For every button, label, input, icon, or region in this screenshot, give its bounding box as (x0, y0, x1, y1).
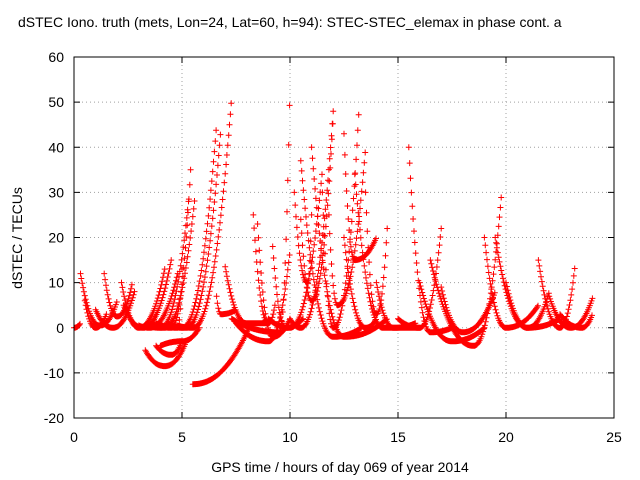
pass-markers (341, 130, 379, 264)
pass-markers (557, 311, 595, 331)
x-tick-label: 15 (390, 429, 406, 445)
y-tick-label: 60 (48, 49, 64, 65)
satellite-pass (416, 279, 488, 345)
pass-markers (427, 194, 505, 349)
satellite-pass (481, 234, 541, 331)
pass-markers (438, 284, 498, 336)
pass-markers (174, 100, 235, 331)
pass-markers (157, 324, 203, 349)
satellite-pass (341, 234, 379, 331)
satellite-pass (395, 225, 445, 331)
satellite-pass (341, 130, 379, 264)
satellite-pass (265, 171, 325, 331)
satellite-pass (427, 194, 505, 349)
pass-markers (92, 288, 138, 331)
y-tick-label: 0 (56, 320, 64, 336)
satellite-pass (157, 324, 203, 349)
satellite-pass (189, 321, 254, 388)
pass-markers (265, 171, 325, 331)
pass-markers (71, 320, 83, 331)
satellite-pass (153, 338, 185, 358)
pass-markers (228, 102, 293, 336)
axis-ticks: 0 5 10 15 20 25 -20 -10 0 10 20 30 40 50 60 (44, 49, 622, 445)
x-tick-label: 5 (178, 429, 186, 445)
satellite-pass (213, 293, 239, 318)
y-tick-label: 10 (48, 275, 64, 291)
pass-markers (351, 171, 423, 331)
pass-markers (481, 234, 541, 331)
satellite-pass (351, 171, 423, 331)
y-tick-label: 30 (48, 184, 64, 200)
grid (74, 57, 614, 418)
satellite-pass (557, 311, 595, 331)
data-marks (71, 100, 596, 388)
pass-markers (153, 338, 185, 358)
pass-markers (291, 189, 315, 286)
x-tick-label: 20 (498, 429, 514, 445)
y-tick-label: -10 (44, 365, 64, 381)
chart-title: dSTEC Iono. truth (mets, Lon=24, Lat=60,… (18, 14, 562, 30)
x-axis-label: GPS time / hours of day 069 of year 2014 (211, 459, 469, 475)
pass-markers (213, 293, 239, 318)
pass-markers (142, 339, 189, 370)
pass-markers (287, 108, 337, 331)
y-tick-label: 40 (48, 139, 64, 155)
pass-markers (416, 279, 488, 345)
satellite-pass (291, 189, 315, 286)
y-axis-label: dSTEC / TECUs (9, 187, 25, 289)
satellite-pass (228, 102, 293, 336)
x-tick-label: 25 (606, 429, 622, 445)
satellite-pass (438, 284, 498, 336)
x-tick-label: 0 (70, 429, 78, 445)
satellite-pass (92, 288, 138, 331)
plot-frame (73, 56, 615, 419)
pass-markers (395, 225, 445, 331)
pass-markers (319, 111, 362, 331)
y-tick-label: 50 (48, 94, 64, 110)
pass-markers (341, 234, 379, 331)
satellite-pass (71, 320, 83, 331)
satellite-pass (319, 111, 362, 331)
y-tick-label: -20 (44, 410, 64, 426)
pass-markers (189, 321, 254, 388)
satellite-pass (174, 100, 235, 331)
satellite-pass (142, 339, 189, 370)
x-tick-label: 10 (282, 429, 298, 445)
satellite-pass (287, 108, 337, 331)
y-tick-label: 20 (48, 230, 64, 246)
